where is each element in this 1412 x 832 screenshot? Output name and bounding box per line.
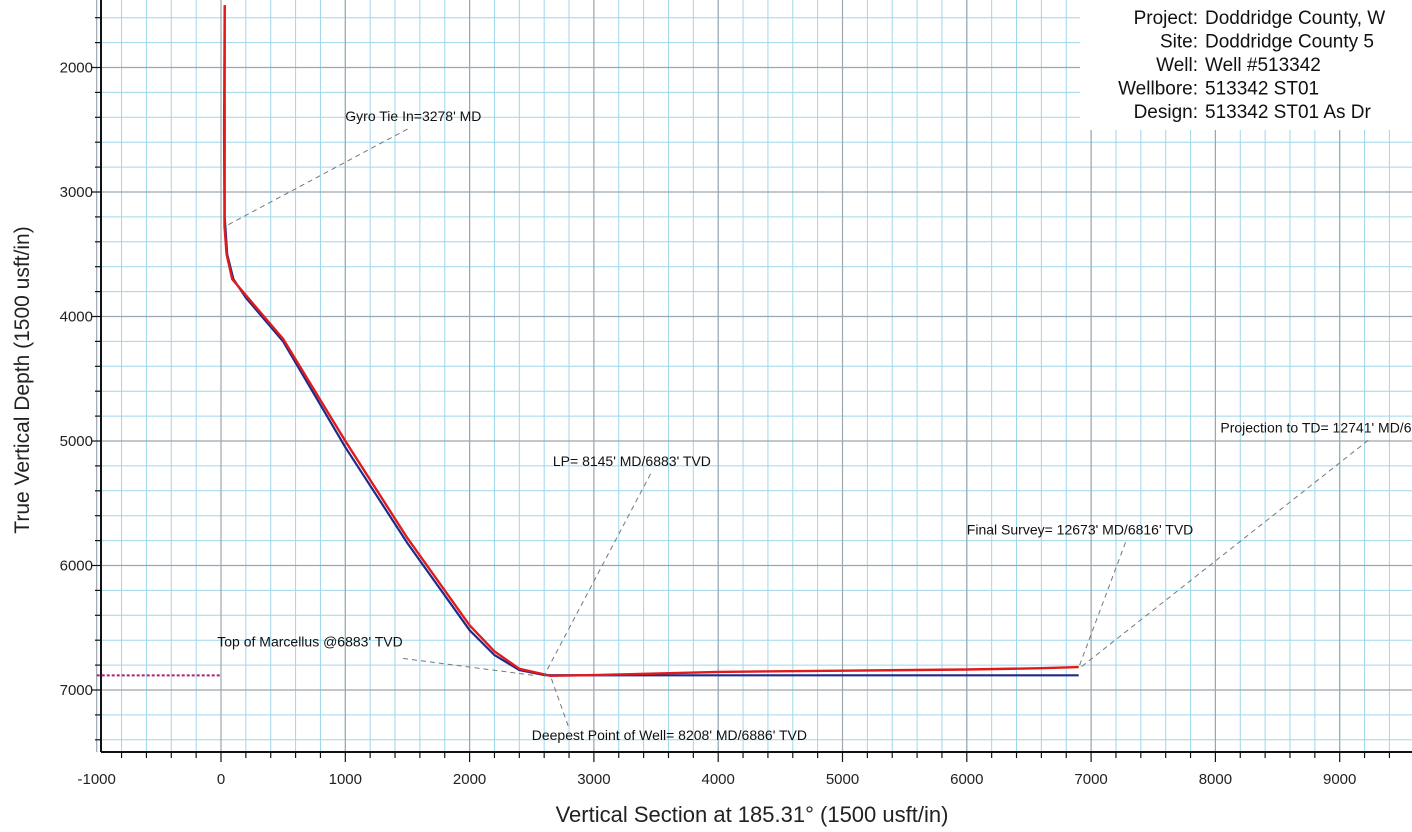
y-tick-label: 5000 <box>60 433 93 450</box>
annotation-leader <box>1080 439 1369 668</box>
y-tick-label: 7000 <box>60 682 93 699</box>
annotation-leader <box>549 675 569 726</box>
well-info-block: Project: Doddridge County, W Site: Doddridg… <box>1080 0 1412 130</box>
y-tick-label: 6000 <box>60 558 93 575</box>
info-key: Design: <box>1134 102 1198 123</box>
annotation-label: Projection to TD= 12741' MD/6815' TVD <box>1220 419 1412 435</box>
x-tick-label: 4000 <box>702 771 735 788</box>
plan-trajectory-line <box>223 5 1079 677</box>
y-axis-label: True Vertical Depth (1500 usft/in) <box>11 226 34 533</box>
annotation-label: Gyro Tie In=3278' MD <box>345 108 481 124</box>
info-value: Doddridge County 5 <box>1205 32 1374 53</box>
info-value: Doddridge County, W <box>1205 8 1385 29</box>
info-value: 513342 ST01 As Dr <box>1205 102 1371 123</box>
annotation-label: Top of Marcellus @6883' TVD <box>217 633 403 649</box>
x-tick-label: -1000 <box>78 771 116 788</box>
annotation-leader <box>1078 542 1126 668</box>
info-block-background <box>1080 0 1412 130</box>
info-key: Well: <box>1156 55 1198 76</box>
x-tick-label: 0 <box>217 771 225 788</box>
y-tick-label: 3000 <box>60 184 93 201</box>
x-tick-label: 8000 <box>1199 771 1232 788</box>
tick-label-layer: -1000 0 1000 2000 3000 4000 5000 6000 7000 8000 90… <box>60 60 1357 789</box>
x-tick-label: 3000 <box>577 771 610 788</box>
grid-major <box>96 0 1412 752</box>
x-tick-label: 5000 <box>826 771 859 788</box>
annotation-leader <box>224 128 408 228</box>
actual-trajectory-line <box>222 5 1079 677</box>
x-tick-label: 9000 <box>1323 771 1356 788</box>
y-tick-label: 4000 <box>60 309 93 326</box>
info-value: 513342 ST01 <box>1205 79 1319 100</box>
x-tick-label: 1000 <box>329 771 362 788</box>
x-axis-label: Vertical Section at 185.31° (1500 usft/i… <box>556 802 949 827</box>
annotation-leader <box>403 657 535 676</box>
y-tick-label: 2000 <box>60 60 93 77</box>
annotation-label: Final Survey= 12673' MD/6816' TVD <box>967 521 1193 537</box>
annotation-label: Deepest Point of Well= 8208' MD/6886' TV… <box>532 727 807 743</box>
annotation-leader <box>543 473 652 676</box>
x-tick-label: 6000 <box>950 771 983 788</box>
annotation-label: LP= 8145' MD/6883' TVD <box>553 453 711 469</box>
annotation-layer: Gyro Tie In=3278' MD LP= 8145' MD/6883' T… <box>217 108 1412 743</box>
info-key: Site: <box>1160 32 1198 53</box>
series-layer <box>222 5 1079 677</box>
info-key: Wellbore: <box>1118 79 1198 100</box>
info-value: Well #513342 <box>1205 55 1321 76</box>
axes <box>91 0 1412 762</box>
x-tick-label: 7000 <box>1074 771 1107 788</box>
x-tick-label: 2000 <box>453 771 486 788</box>
info-key: Project: <box>1134 8 1198 29</box>
